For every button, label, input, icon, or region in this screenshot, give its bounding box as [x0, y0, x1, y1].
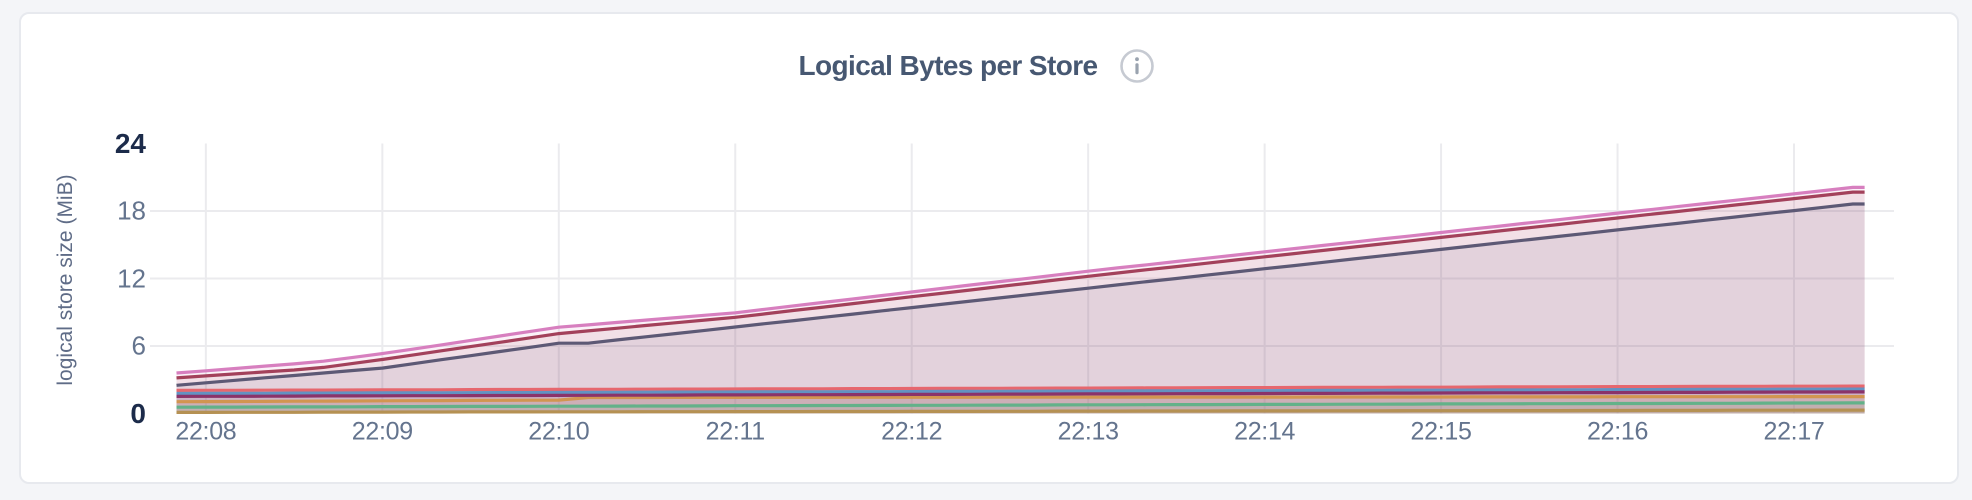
series-line: [176, 401, 1865, 409]
series-line: [176, 190, 1865, 380]
info-icon[interactable]: [1119, 48, 1155, 84]
chart-title: Logical Bytes per Store: [798, 50, 1099, 81]
chart-header: Logical Bytes per Store: [9, 48, 1945, 84]
series-store-9: [176, 408, 1865, 414]
series-area: [176, 204, 1865, 414]
series-store-1: [176, 202, 1865, 414]
x-tick-label: 22:17: [1763, 417, 1825, 446]
x-tick-label: 22:11: [705, 417, 766, 446]
series-line: [176, 387, 1865, 396]
x-tick-label: 22:13: [1057, 417, 1119, 446]
series-line: [176, 185, 1865, 375]
series-area: [176, 192, 1865, 414]
series-store-8: [176, 190, 1865, 414]
series-line: [176, 395, 1865, 404]
y-tick-label: 18: [117, 195, 146, 226]
y-tick-label: 12: [117, 263, 146, 293]
series-line: [176, 408, 1865, 414]
series-area: [176, 391, 1865, 414]
x-tick-label: 22:16: [1587, 417, 1649, 446]
series-line: [176, 384, 1865, 392]
series-line: [176, 202, 1865, 387]
series-store-7: [176, 390, 1865, 414]
x-tick-label: 22:14: [1234, 417, 1296, 446]
y-tick-label: 6: [131, 330, 146, 361]
series-area: [176, 187, 1865, 414]
series-line: [176, 390, 1865, 398]
x-tick-label: 22:15: [1410, 417, 1472, 446]
x-tick-label: 22:09: [351, 417, 413, 446]
x-tick-label: 22:12: [881, 417, 943, 446]
y-tick-label: 0: [130, 397, 146, 429]
x-tick-label: 22:10: [528, 417, 590, 446]
y-tick-label: 24: [114, 127, 146, 159]
x-tick-label: 22:08: [175, 417, 237, 446]
series-store-6: [176, 185, 1865, 414]
